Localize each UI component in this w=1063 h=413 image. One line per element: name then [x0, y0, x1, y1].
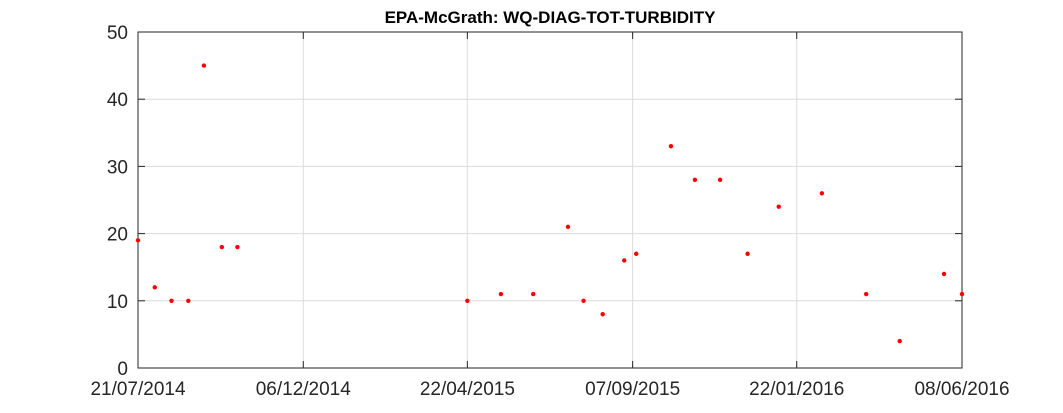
data-point: [169, 298, 174, 303]
y-tick-label: 30: [107, 157, 128, 178]
data-point: [201, 63, 207, 68]
data-point: [531, 291, 536, 297]
plot-area: [137, 31, 963, 369]
data-point: [941, 271, 947, 277]
x-tick-label: 22/01/2016: [749, 379, 844, 400]
data-point: [717, 177, 723, 183]
x-tick-label: 21/07/2014: [90, 379, 186, 400]
y-tick-label: 0: [117, 359, 128, 380]
x-tick-label: 08/06/2016: [914, 379, 1009, 400]
x-tick-label: 22/04/2015: [420, 379, 515, 400]
data-point: [819, 191, 825, 196]
data-point: [600, 312, 605, 317]
data-points: [135, 63, 965, 344]
x-tick-label: 06/12/2014: [256, 379, 352, 400]
data-point: [235, 244, 240, 250]
data-point: [959, 291, 965, 297]
data-point: [745, 251, 750, 256]
data-point: [863, 291, 869, 297]
data-point: [135, 238, 141, 243]
data-point: [897, 338, 902, 344]
y-tick-label: 40: [107, 90, 128, 111]
data-point: [622, 258, 627, 263]
data-point: [219, 244, 225, 250]
data-point: [498, 291, 504, 297]
data-point: [776, 204, 781, 209]
data-point: [152, 285, 157, 290]
data-point: [692, 177, 698, 183]
x-tick-label: 07/09/2015: [585, 379, 680, 400]
data-point: [465, 298, 470, 303]
data-point: [581, 298, 586, 303]
y-tick-label: 10: [107, 292, 128, 313]
y-tick-label: 50: [107, 23, 128, 44]
data-point: [186, 298, 191, 303]
tick-labels: 21/07/2014 06/12/2014 22/04/2015 07/09/2015…: [90, 23, 1009, 400]
data-point: [668, 144, 674, 149]
chart-title: EPA-McGrath: WQ-DIAG-TOT-TURBIDITY: [385, 8, 717, 27]
y-tick-label: 20: [107, 225, 128, 246]
axis-ticks: [137, 31, 963, 369]
data-point: [565, 224, 571, 230]
data-point: [634, 251, 639, 256]
grid-lines: [137, 31, 963, 369]
